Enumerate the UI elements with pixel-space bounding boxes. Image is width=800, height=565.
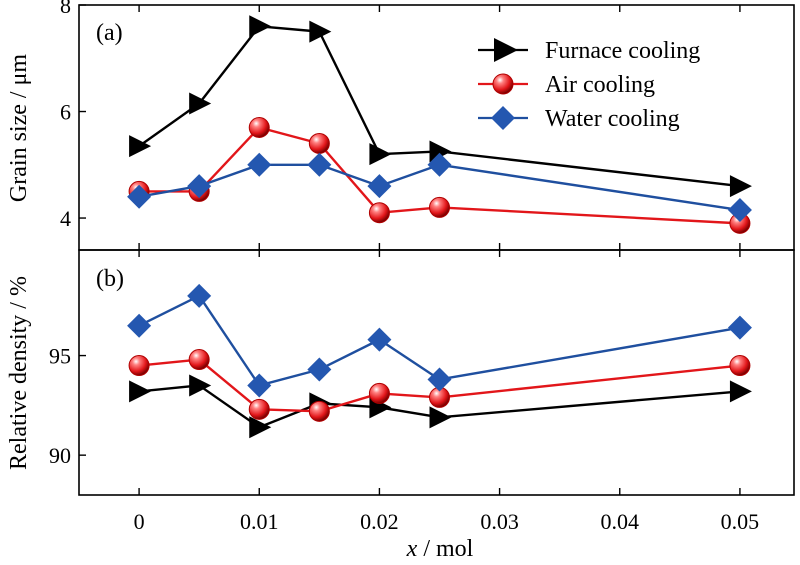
data-point-furnace-cooling — [369, 143, 392, 166]
data-point-water-cooling — [367, 174, 392, 199]
x-tick-label: 0.05 — [721, 509, 760, 534]
data-point-air-cooling — [248, 398, 270, 420]
x-tick-label: 0.03 — [480, 509, 519, 534]
data-point-air-cooling — [368, 202, 390, 224]
data-point-furnace-cooling — [729, 380, 752, 403]
panel-b-frame — [78, 249, 795, 496]
panel-a-y-axis-label: Grain size / μm — [6, 54, 32, 202]
legend-item-furnace-cooling: Furnace cooling — [478, 38, 700, 64]
data-point-furnace-cooling — [429, 140, 452, 163]
data-point-air-cooling — [128, 355, 150, 377]
data-point-furnace-cooling — [129, 135, 152, 158]
panel-b-x-ticks: 0 0.01 0.02 0.03 0.04 0.05 — [134, 250, 760, 534]
data-point-furnace-cooling — [189, 374, 212, 397]
data-point-water-cooling — [727, 198, 752, 223]
data-point-air-cooling — [308, 400, 330, 422]
data-point-furnace-cooling — [309, 20, 332, 43]
data-point-water-cooling — [427, 152, 452, 177]
legend-furnace-label: Furnace cooling — [545, 38, 700, 64]
data-point-water-cooling — [127, 313, 152, 338]
legend: Furnace cooling Air cooling Water coolin… — [478, 38, 700, 132]
x-axis-label: x / mol — [406, 536, 474, 562]
panel-a-series — [127, 15, 752, 234]
data-point-furnace-cooling — [429, 406, 452, 429]
data-point-furnace-cooling — [729, 175, 752, 198]
data-point-furnace-cooling — [249, 15, 272, 38]
y-tick-label: 8 — [60, 0, 71, 18]
data-point-furnace-cooling — [249, 416, 272, 439]
data-point-air-cooling — [429, 196, 451, 218]
panel-b-label: (b) — [96, 266, 124, 292]
legend-air-marker — [492, 73, 514, 95]
panel-b-series — [127, 283, 752, 439]
data-point-water-cooling — [727, 315, 752, 340]
data-point-air-cooling — [308, 132, 330, 154]
data-point-air-cooling — [729, 355, 751, 377]
data-point-water-cooling — [307, 357, 332, 382]
panel-a-x-ticks — [138, 5, 741, 250]
x-tick-label: 0 — [134, 509, 145, 534]
legend-water-marker — [491, 106, 515, 130]
data-point-water-cooling — [367, 327, 392, 352]
panel-a-label: (a) — [96, 20, 123, 46]
data-point-water-cooling — [187, 283, 212, 308]
data-point-air-cooling — [188, 349, 210, 371]
y-tick-label: 4 — [60, 206, 71, 231]
data-point-water-cooling — [247, 152, 272, 177]
legend-item-air-cooling: Air cooling — [478, 72, 655, 98]
data-point-water-cooling — [247, 373, 272, 398]
legend-water-label: Water cooling — [545, 106, 680, 132]
panel-b-y-axis-label: Relative density / % — [6, 276, 32, 470]
data-point-water-cooling — [427, 367, 452, 392]
x-tick-label: 0.01 — [240, 509, 279, 534]
panel-b-y-ticks: 90 95 — [49, 344, 86, 468]
data-point-water-cooling — [307, 152, 332, 177]
y-tick-label: 95 — [49, 344, 71, 369]
panel-a-y-ticks: 4 6 8 — [60, 0, 86, 231]
data-point-furnace-cooling — [129, 380, 152, 403]
x-tick-label: 0.04 — [601, 509, 640, 534]
y-tick-label: 90 — [49, 443, 71, 468]
panel-b: (b) 90 95 0 0.01 0.02 0.03 0.04 0.05 Relative … — [6, 249, 795, 562]
y-tick-label: 6 — [60, 100, 71, 125]
panel-a: (a) 4 6 8 Grain size / μm Furnace cooling … — [6, 0, 795, 251]
data-point-air-cooling — [368, 382, 390, 404]
legend-item-water-cooling: Water cooling — [478, 106, 680, 132]
legend-air-label: Air cooling — [545, 72, 655, 98]
x-tick-label: 0.02 — [360, 509, 399, 534]
legend-furnace-marker — [494, 38, 518, 62]
data-point-water-cooling — [187, 174, 212, 199]
data-point-air-cooling — [248, 117, 270, 138]
data-point-furnace-cooling — [189, 92, 212, 115]
data-point-water-cooling — [127, 184, 152, 209]
